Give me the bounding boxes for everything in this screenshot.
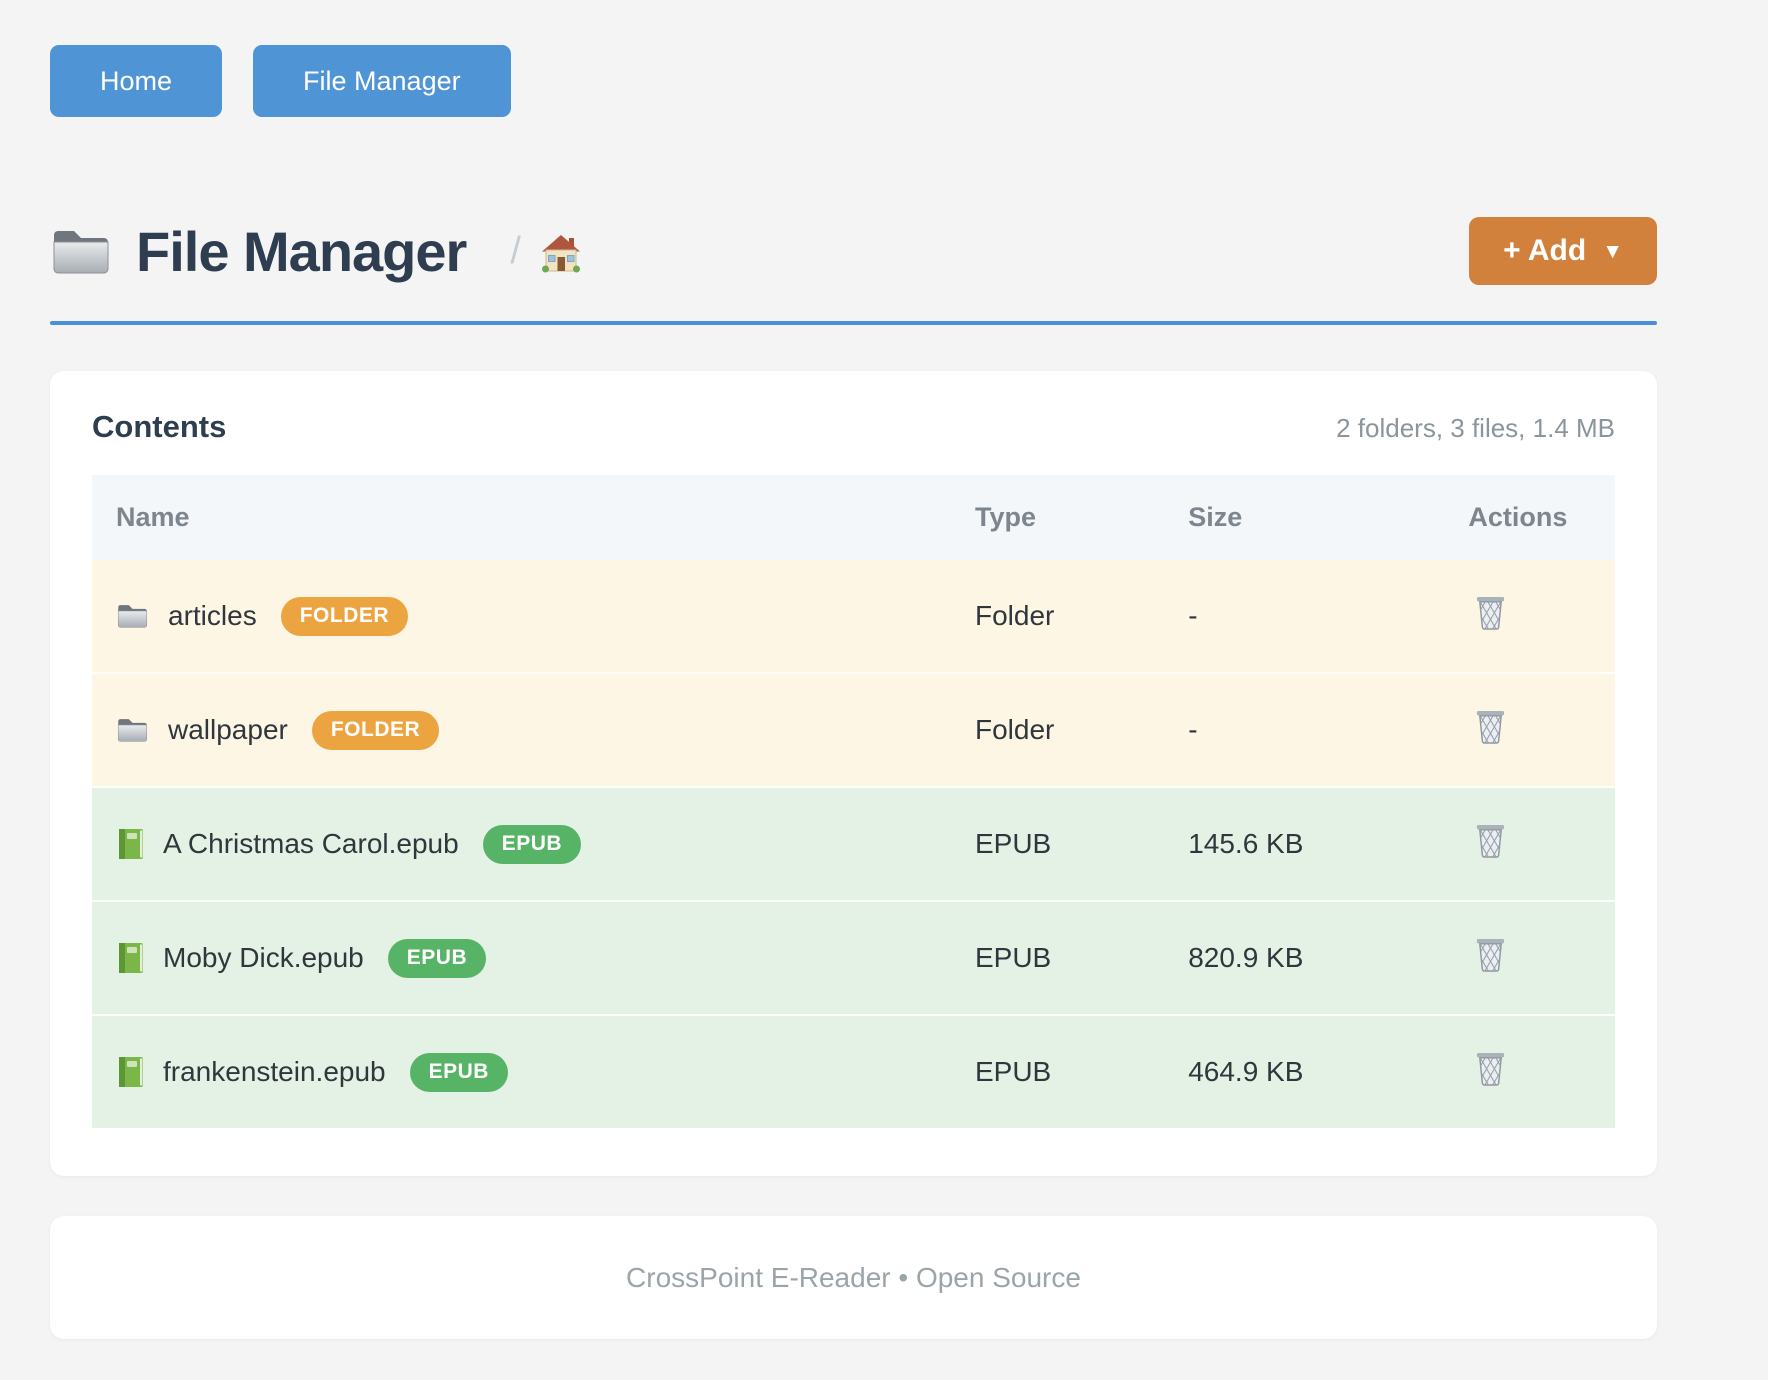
name-cell: Moby Dick.epub EPUB [116,902,927,1014]
file-type: EPUB [950,1014,1165,1128]
page-title: File Manager [136,219,467,283]
name-cell: articles FOLDER [116,560,927,672]
column-header-size: Size [1164,475,1445,560]
top-nav: Home File Manager [50,45,1657,117]
table-header-row: Name Type Size Actions [92,475,1615,560]
caret-down-icon: ▼ [1602,240,1623,263]
title-underline [50,321,1657,325]
file-size: 820.9 KB [1164,900,1445,1015]
file-size: - [1164,672,1445,787]
column-header-actions: Actions [1444,475,1615,560]
delete-button[interactable] [1474,708,1507,745]
file-size: 464.9 KB [1164,1014,1445,1128]
folder-icon [116,716,149,744]
trash-icon [1474,822,1507,859]
table-row[interactable]: articles FOLDER Folder - [92,560,1615,673]
footer-text: CrossPoint E-Reader • Open Source [626,1261,1081,1293]
file-name[interactable]: A Christmas Carol.epub [163,828,459,859]
name-cell: A Christmas Carol.epub EPUB [116,788,927,900]
name-cell: frankenstein.epub EPUB [116,1016,927,1128]
contents-heading: Contents [92,409,227,444]
breadcrumb-separator: / [510,229,521,272]
file-table: Name Type Size Actions [92,475,1615,1128]
trash-icon [1474,708,1507,745]
file-type: Folder [950,560,1165,673]
type-badge: FOLDER [280,596,409,636]
nav-home-button[interactable]: Home [50,45,223,117]
delete-button[interactable] [1474,936,1507,973]
file-table-body: articles FOLDER Folder - [92,560,1615,1128]
home-icon[interactable] [541,234,581,274]
table-row[interactable]: wallpaper FOLDER Folder - [92,672,1615,787]
trash-icon [1474,594,1507,631]
page-title-group: File Manager / [50,219,581,284]
contents-card: Contents 2 folders, 3 files, 1.4 MB Name… [50,371,1657,1176]
page-header: File Manager / + Add ▼ [50,217,1657,285]
table-row[interactable]: frankenstein.epub EPUB EPUB 464.9 KB [92,1014,1615,1128]
type-badge: EPUB [482,824,582,864]
page: Home File Manager File Manager / [50,45,1657,1339]
file-type: EPUB [950,786,1165,901]
delete-button[interactable] [1474,822,1507,859]
trash-icon [1474,1050,1507,1087]
table-row[interactable]: Moby Dick.epub EPUB EPUB 820.9 KB [92,900,1615,1015]
folder-icon [50,225,112,278]
file-size: - [1164,560,1445,673]
file-size: 145.6 KB [1164,786,1445,901]
file-name[interactable]: wallpaper [168,714,288,745]
book-icon [116,828,144,860]
file-type: EPUB [950,900,1165,1015]
footer-card: CrossPoint E-Reader • Open Source [50,1216,1657,1339]
delete-button[interactable] [1474,594,1507,631]
file-type: Folder [950,672,1165,787]
add-button[interactable]: + Add ▼ [1469,217,1657,285]
folder-icon [116,602,149,630]
column-header-type: Type [950,475,1165,560]
column-header-name: Name [92,475,951,560]
file-name[interactable]: articles [168,600,257,631]
delete-button[interactable] [1474,1050,1507,1087]
contents-summary: 2 folders, 3 files, 1.4 MB [1336,413,1615,443]
table-row[interactable]: A Christmas Carol.epub EPUB EPUB 145.6 K… [92,786,1615,901]
type-badge: EPUB [409,1052,508,1092]
type-badge: EPUB [387,938,487,978]
type-badge: FOLDER [311,710,440,750]
trash-icon [1474,936,1507,973]
add-button-label: + Add [1503,234,1587,267]
file-name[interactable]: frankenstein.epub [163,1056,386,1087]
name-cell: wallpaper FOLDER [116,674,927,786]
book-icon [116,942,144,974]
file-name[interactable]: Moby Dick.epub [163,942,364,973]
contents-card-header: Contents 2 folders, 3 files, 1.4 MB [92,409,1615,445]
book-icon [116,1056,144,1088]
nav-file-manager-button[interactable]: File Manager [253,45,511,117]
